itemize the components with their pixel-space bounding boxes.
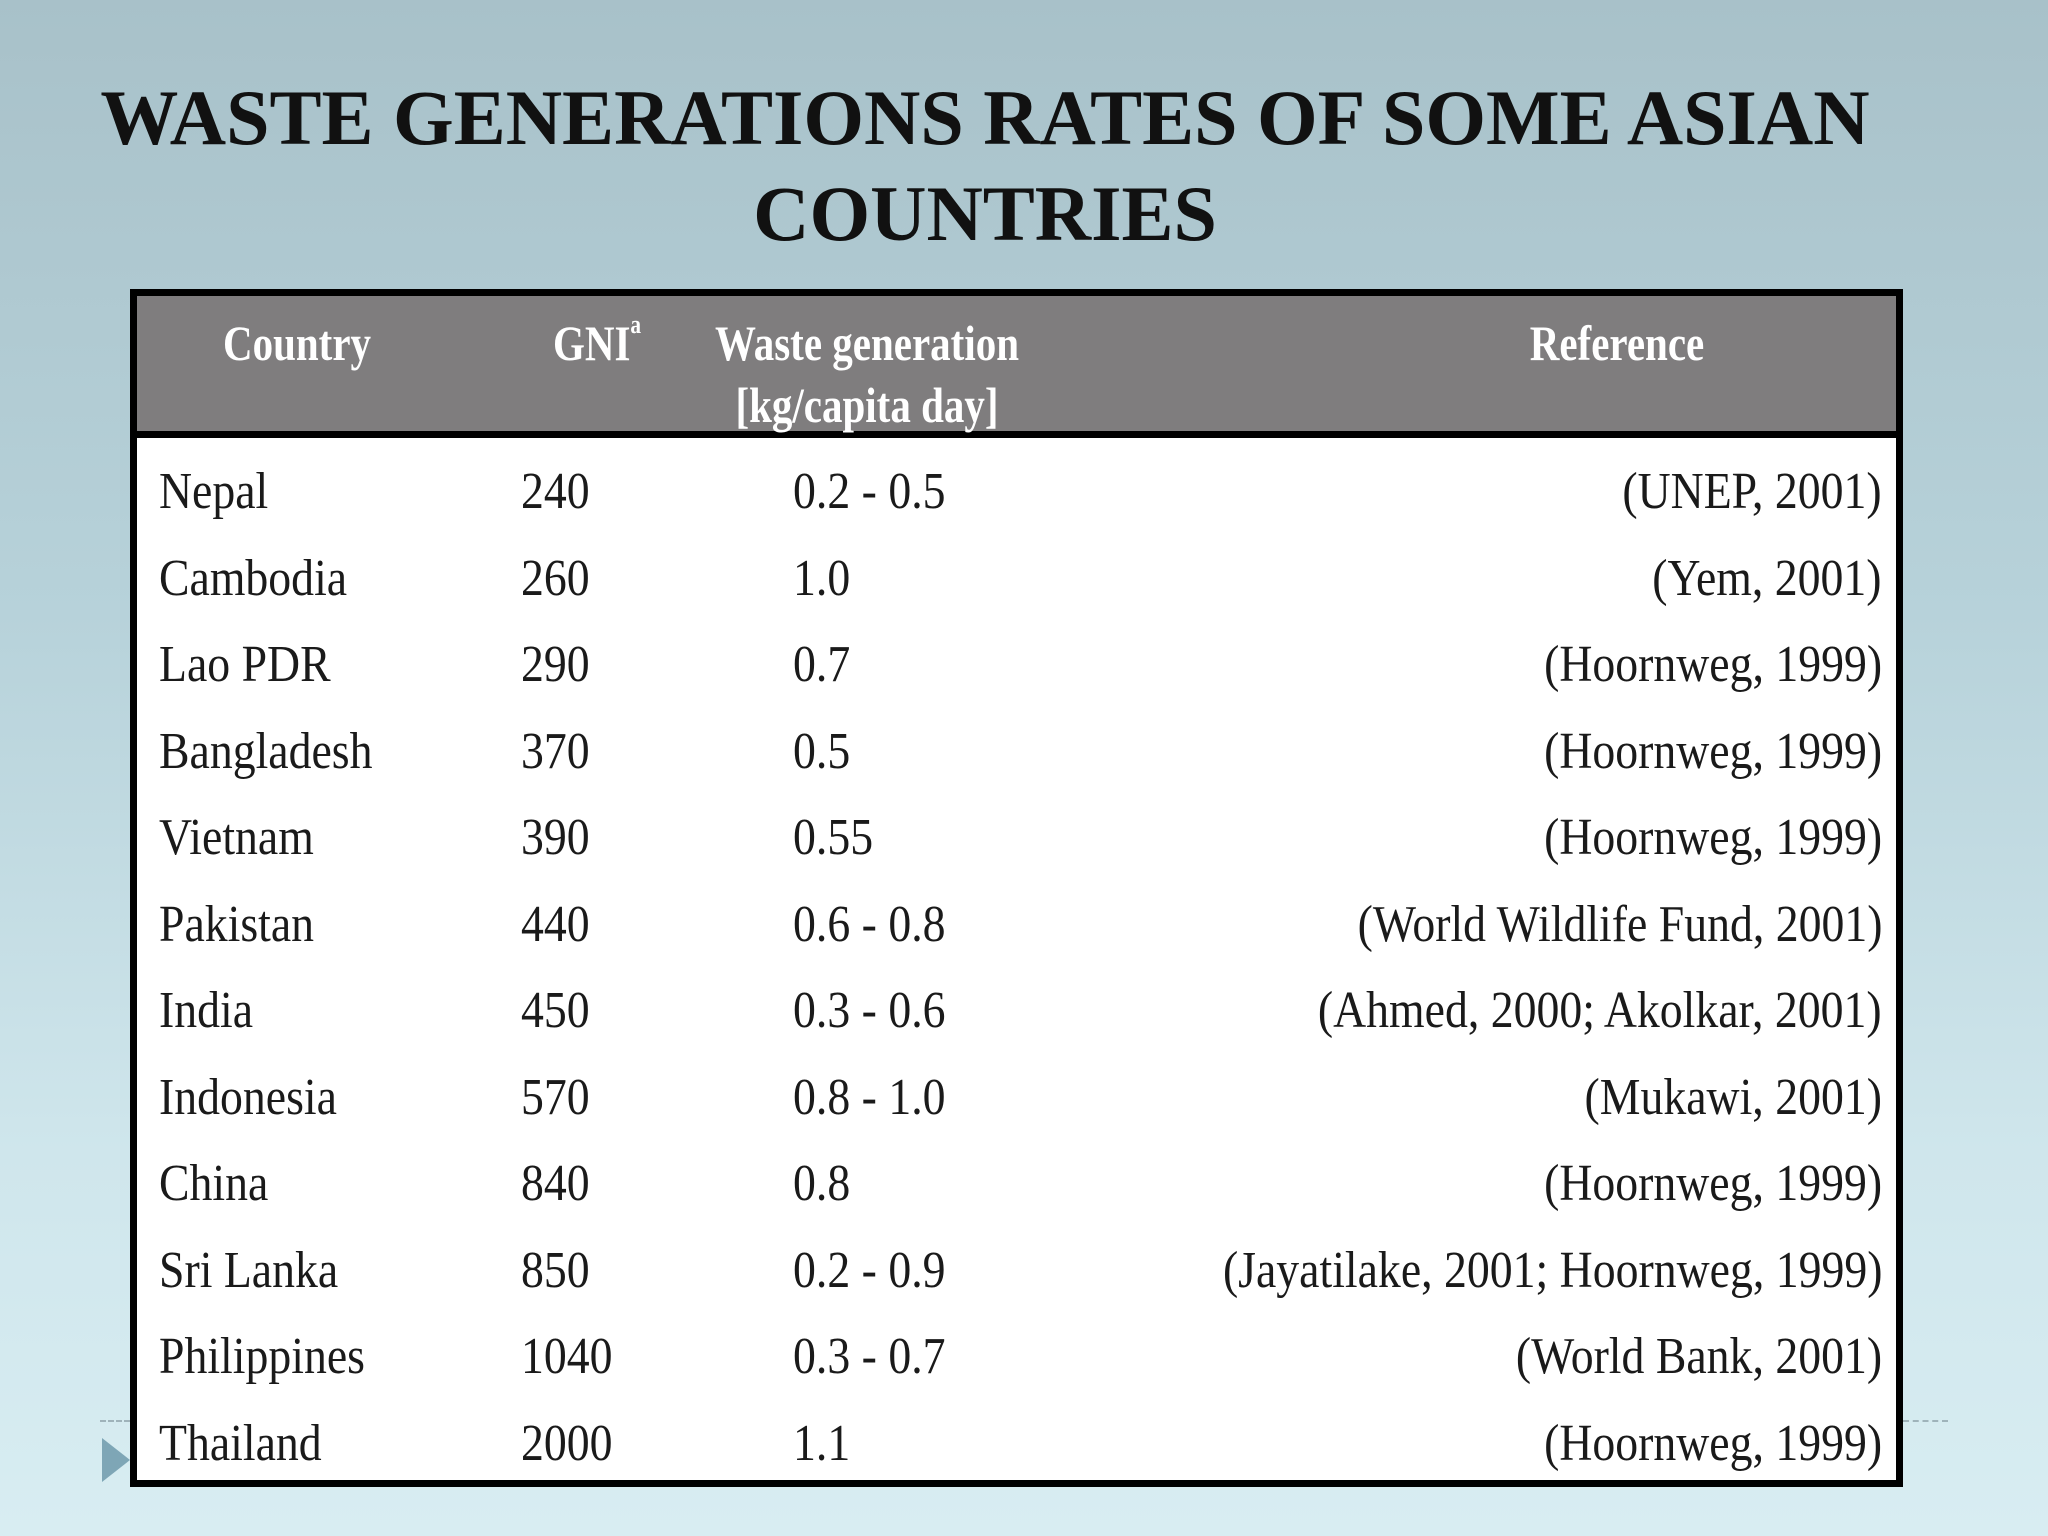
table-row: Vietnam 390 0.55 (Hoornweg, 1999)	[137, 802, 1896, 889]
cell-waste: 0.8	[793, 1155, 851, 1212]
table-row: Bangladesh 370 0.5 (Hoornweg, 1999)	[137, 716, 1896, 803]
footer-divider-left	[100, 1420, 130, 1422]
cell-waste: 0.8 - 1.0	[793, 1068, 946, 1126]
cell-reference: (Hoornweg, 1999)	[1543, 1414, 1882, 1472]
cell-country: Pakistan	[159, 895, 315, 953]
cell-reference: (World Wildlife Fund, 2001)	[1357, 895, 1882, 953]
cell-gni: 570	[521, 1068, 590, 1126]
cell-waste: 1.1	[793, 1414, 851, 1472]
cell-waste: 1.0	[793, 549, 851, 607]
cell-reference: (Yem, 2001)	[1652, 549, 1882, 607]
table-row: Indonesia 570 0.8 - 1.0 (Mukawi, 2001)	[137, 1062, 1896, 1149]
cell-reference: (Hoornweg, 1999)	[1543, 1155, 1882, 1212]
cell-gni: 240	[521, 463, 590, 520]
cell-gni: 1040	[521, 1328, 613, 1385]
play-triangle-icon[interactable]	[102, 1438, 130, 1482]
cell-reference: (Hoornweg, 1999)	[1543, 722, 1882, 780]
cell-country: Nepal	[159, 463, 269, 520]
table-row: India 450 0.3 - 0.6 (Ahmed, 2000; Akolka…	[137, 975, 1896, 1062]
header-gni-label: GNI	[552, 315, 631, 371]
cell-gni: 2000	[521, 1414, 613, 1472]
cell-gni: 390	[521, 809, 590, 866]
header-gni-superscript: a	[630, 310, 642, 339]
table-row: China 840 0.8 (Hoornweg, 1999)	[137, 1148, 1896, 1235]
cell-waste: 0.2 - 0.9	[793, 1241, 946, 1299]
cell-country: Vietnam	[159, 809, 314, 866]
cell-country: India	[159, 982, 254, 1039]
footer-divider-right	[1903, 1420, 1948, 1422]
cell-reference: (Ahmed, 2000; Akolkar, 2001)	[1318, 982, 1882, 1039]
cell-gni: 450	[521, 982, 590, 1039]
cell-gni: 260	[521, 549, 590, 607]
cell-reference: (Hoornweg, 1999)	[1543, 809, 1882, 866]
header-waste-line1: Waste generation	[714, 315, 1020, 371]
cell-gni: 440	[521, 895, 590, 953]
cell-gni: 290	[521, 636, 590, 693]
table-body: Nepal 240 0.2 - 0.5 (UNEP, 2001) Cambodi…	[137, 456, 1896, 1494]
cell-reference: (World Bank, 2001)	[1515, 1328, 1882, 1385]
header-reference: Reference	[1529, 315, 1705, 371]
header-waste-line2: [kg/capita day]	[735, 377, 999, 433]
cell-waste: 0.3 - 0.6	[793, 982, 946, 1039]
cell-country: Philippines	[159, 1328, 365, 1385]
cell-country: Lao PDR	[159, 636, 331, 693]
cell-reference: (Hoornweg, 1999)	[1543, 636, 1882, 693]
header-waste-generation: Waste generation [kg/capita day]	[711, 312, 1023, 436]
table-row: Sri Lanka 850 0.2 - 0.9 (Jayatilake, 200…	[137, 1235, 1896, 1322]
waste-generation-table: Country GNIa Waste generation [kg/capita…	[130, 289, 1903, 1487]
cell-waste: 0.3 - 0.7	[793, 1328, 946, 1385]
cell-reference: (UNEP, 2001)	[1622, 463, 1882, 520]
cell-waste: 0.5	[793, 722, 851, 780]
header-gni: GNIa	[540, 312, 655, 374]
slide-title: WASTE GENERATIONS RATES OF SOME ASIAN CO…	[100, 74, 1870, 257]
cell-country: China	[159, 1155, 269, 1212]
cell-gni: 840	[521, 1155, 590, 1212]
table-header: Country GNIa Waste generation [kg/capita…	[137, 296, 1896, 438]
table-row: Philippines 1040 0.3 - 0.7 (World Bank, …	[137, 1321, 1896, 1408]
cell-reference: (Jayatilake, 2001; Hoornweg, 1999)	[1222, 1241, 1882, 1299]
table-row: Thailand 2000 1.1 (Hoornweg, 1999)	[137, 1408, 1896, 1495]
cell-country: Bangladesh	[159, 722, 373, 780]
cell-country: Cambodia	[159, 549, 348, 607]
cell-waste: 0.6 - 0.8	[793, 895, 946, 953]
cell-country: Thailand	[159, 1414, 322, 1472]
table-row: Lao PDR 290 0.7 (Hoornweg, 1999)	[137, 629, 1896, 716]
cell-waste: 0.7	[793, 636, 851, 693]
table-row: Cambodia 260 1.0 (Yem, 2001)	[137, 543, 1896, 630]
table-row: Pakistan 440 0.6 - 0.8 (World Wildlife F…	[137, 889, 1896, 976]
cell-gni: 370	[521, 722, 590, 780]
header-country: Country	[222, 315, 372, 371]
table-row: Nepal 240 0.2 - 0.5 (UNEP, 2001)	[137, 456, 1896, 543]
cell-waste: 0.2 - 0.5	[793, 463, 946, 520]
cell-gni: 850	[521, 1241, 590, 1299]
cell-reference: (Mukawi, 2001)	[1584, 1068, 1882, 1126]
cell-country: Indonesia	[159, 1068, 337, 1126]
cell-country: Sri Lanka	[159, 1241, 339, 1299]
cell-waste: 0.55	[793, 809, 874, 866]
